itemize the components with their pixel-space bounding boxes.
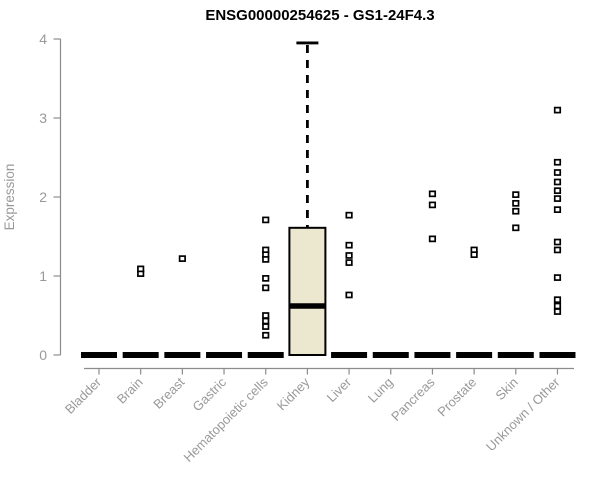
- collapsed-box: [206, 352, 243, 358]
- outlier-point: [428, 190, 437, 198]
- collapsed-box: [539, 352, 576, 358]
- outlier-point: [262, 331, 270, 339]
- outlier-point: [262, 317, 270, 325]
- collapsed-box: [247, 352, 284, 358]
- boxplot-hematopoietic-cells: [247, 216, 284, 358]
- outlier-point: [553, 106, 562, 114]
- outlier-point: [262, 275, 270, 282]
- outlier-point: [428, 201, 437, 209]
- boxes-layer: [81, 41, 576, 358]
- outlier-point: [512, 224, 520, 232]
- outlier-point: [512, 199, 520, 207]
- outlier-point: [553, 187, 562, 195]
- x-tick-label: Unknown / Other: [483, 374, 563, 454]
- y-tick-label: 4: [39, 31, 47, 47]
- x-tick-label: Breast: [150, 374, 187, 411]
- outlier-point: [262, 312, 270, 319]
- y-tick-label: 2: [39, 189, 47, 205]
- outlier-point: [345, 211, 353, 219]
- outlier-point: [262, 216, 270, 224]
- collapsed-box: [372, 352, 409, 358]
- x-tick-label: Bladder: [62, 374, 105, 417]
- x-tick-label: Brain: [114, 375, 146, 407]
- outlier-point: [553, 274, 562, 281]
- boxplot-unknown-other: [539, 106, 576, 358]
- outlier-point: [470, 251, 478, 259]
- outlier-point: [178, 255, 186, 262]
- outlier-point: [345, 291, 353, 299]
- y-tick-label: 1: [39, 268, 47, 284]
- boxplot-liver: [331, 211, 368, 358]
- collapsed-box: [456, 352, 493, 358]
- outlier-point: [512, 191, 520, 198]
- collapsed-box: [331, 352, 368, 358]
- y-tick-label: 3: [39, 110, 47, 126]
- y-tick-label: 0: [39, 347, 47, 363]
- outlier-point: [262, 284, 270, 292]
- y-axis-title: Expression: [2, 164, 17, 231]
- boxplot-skin: [497, 191, 534, 358]
- boxplot-prostate: [456, 246, 493, 358]
- x-tick-label: Lung: [365, 375, 396, 406]
- boxplot-bladder: [81, 352, 117, 358]
- boxplot-gastric: [206, 352, 243, 358]
- x-tick-label: Kidney: [274, 374, 313, 413]
- collapsed-box: [81, 352, 117, 358]
- outlier-point: [553, 158, 562, 166]
- chart-title: ENSG00000254625 - GS1-24F4.3: [205, 7, 434, 24]
- outlier-point: [345, 241, 353, 249]
- boxplot-lung: [372, 352, 409, 358]
- boxplot-pancreas: [414, 190, 451, 358]
- outlier-point: [262, 256, 270, 263]
- outlier-point: [553, 195, 562, 202]
- x-tick-label: Pancreas: [388, 374, 438, 424]
- outlier-point: [553, 169, 562, 176]
- outlier-point: [553, 302, 562, 310]
- boxplot-kidney: [288, 41, 327, 356]
- outlier-point: [553, 308, 562, 315]
- boxplot-breast: [164, 255, 201, 358]
- outlier-point: [553, 246, 562, 254]
- collapsed-box: [414, 352, 451, 358]
- x-tick-label: Skin: [492, 375, 520, 403]
- boxplot-brain: [122, 265, 159, 358]
- outlier-point: [262, 323, 270, 330]
- outlier-point: [137, 265, 145, 273]
- outlier-point: [345, 252, 353, 259]
- outlier-point: [553, 206, 562, 213]
- outlier-point: [553, 238, 562, 246]
- outlier-point: [553, 178, 562, 186]
- outlier-point: [345, 259, 353, 266]
- collapsed-box: [122, 352, 159, 358]
- outlier-point: [553, 296, 562, 304]
- box-rect: [288, 226, 327, 356]
- x-tick-label: Prostate: [434, 375, 479, 420]
- outlier-point: [512, 207, 520, 215]
- x-tick-label: Gastric: [189, 374, 229, 414]
- x-tick-label: Liver: [324, 374, 355, 405]
- outlier-point: [428, 235, 437, 243]
- collapsed-box: [164, 352, 201, 358]
- collapsed-box: [497, 352, 534, 358]
